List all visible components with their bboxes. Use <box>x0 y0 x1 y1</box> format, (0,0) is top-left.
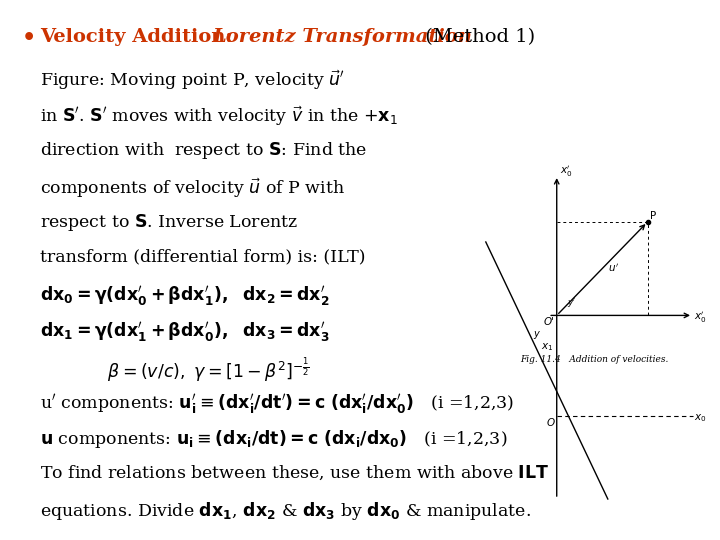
Text: $\mathbf{u}$ components: $\mathbf{u_i} \equiv \mathbf{(dx_i/dt) = c\ (dx_i/dx_0): $\mathbf{u}$ components: $\mathbf{u_i} \… <box>40 428 508 450</box>
Text: components of velocity $\vec{u}$ of P with: components of velocity $\vec{u}$ of P wi… <box>40 176 345 200</box>
Text: Fig. 11.4   Addition of velocities.: Fig. 11.4 Addition of velocities. <box>520 355 668 364</box>
Text: O: O <box>546 417 555 428</box>
Text: transform (differential form) is: (ILT): transform (differential form) is: (ILT) <box>40 248 366 265</box>
Text: $x_1$: $x_1$ <box>541 341 554 353</box>
Text: $x_0'$: $x_0'$ <box>559 163 572 179</box>
Text: $\mathbf{dx_0 = \gamma(dx_0' + \beta dx_1'),\ \ dx_2 = dx_2'}$: $\mathbf{dx_0 = \gamma(dx_0' + \beta dx_… <box>40 284 330 308</box>
Text: respect to $\mathbf{S}$. Inverse Lorentz: respect to $\mathbf{S}$. Inverse Lorentz <box>40 212 298 233</box>
Text: $x_0$: $x_0$ <box>694 413 707 424</box>
Text: O': O' <box>544 318 555 327</box>
Text: $\qquad\qquad \beta = (v/c),\ \gamma = [1 - \beta^2]^{-\frac{1}{2}}$: $\qquad\qquad \beta = (v/c),\ \gamma = [… <box>40 356 310 384</box>
Text: $\mathbf{dx_1 = \gamma(dx_1' + \beta dx_0'),\ \ dx_3 = dx_3'}$: $\mathbf{dx_1 = \gamma(dx_1' + \beta dx_… <box>40 320 330 344</box>
Text: (Method 1): (Method 1) <box>419 28 535 46</box>
Text: To find relations between these, use them with above $\mathbf{ILT}$: To find relations between these, use the… <box>40 464 549 482</box>
Text: $y'$: $y'$ <box>567 296 576 309</box>
Text: $u'$: $u'$ <box>608 261 618 274</box>
Text: u$'$ components: $\mathbf{u_i'} \equiv \mathbf{(dx_i'/dt') = c\ (dx_i'/dx_0')}$ : u$'$ components: $\mathbf{u_i'} \equiv \… <box>40 392 514 416</box>
Text: P: P <box>650 211 657 221</box>
Text: Velocity Addition:: Velocity Addition: <box>40 28 239 46</box>
Text: $x_0'$: $x_0'$ <box>694 310 707 326</box>
Text: direction with  respect to $\mathbf{S}$: Find the: direction with respect to $\mathbf{S}$: … <box>40 140 367 161</box>
Text: $y$: $y$ <box>533 329 541 341</box>
Text: Lorentz Transformation: Lorentz Transformation <box>212 28 472 46</box>
Text: Figure: Moving point P, velocity $\vec{u}'$: Figure: Moving point P, velocity $\vec{u… <box>40 68 345 92</box>
Text: •: • <box>22 28 36 48</box>
Text: in $\mathbf{S'}$. $\mathbf{S'}$ moves with velocity $\vec{v}$ in the $+\mathbf{x: in $\mathbf{S'}$. $\mathbf{S'}$ moves wi… <box>40 104 398 127</box>
Text: equations. Divide $\mathbf{dx_1}$, $\mathbf{dx_2}$ & $\mathbf{dx_3}$ by $\mathbf: equations. Divide $\mathbf{dx_1}$, $\mat… <box>40 500 531 522</box>
